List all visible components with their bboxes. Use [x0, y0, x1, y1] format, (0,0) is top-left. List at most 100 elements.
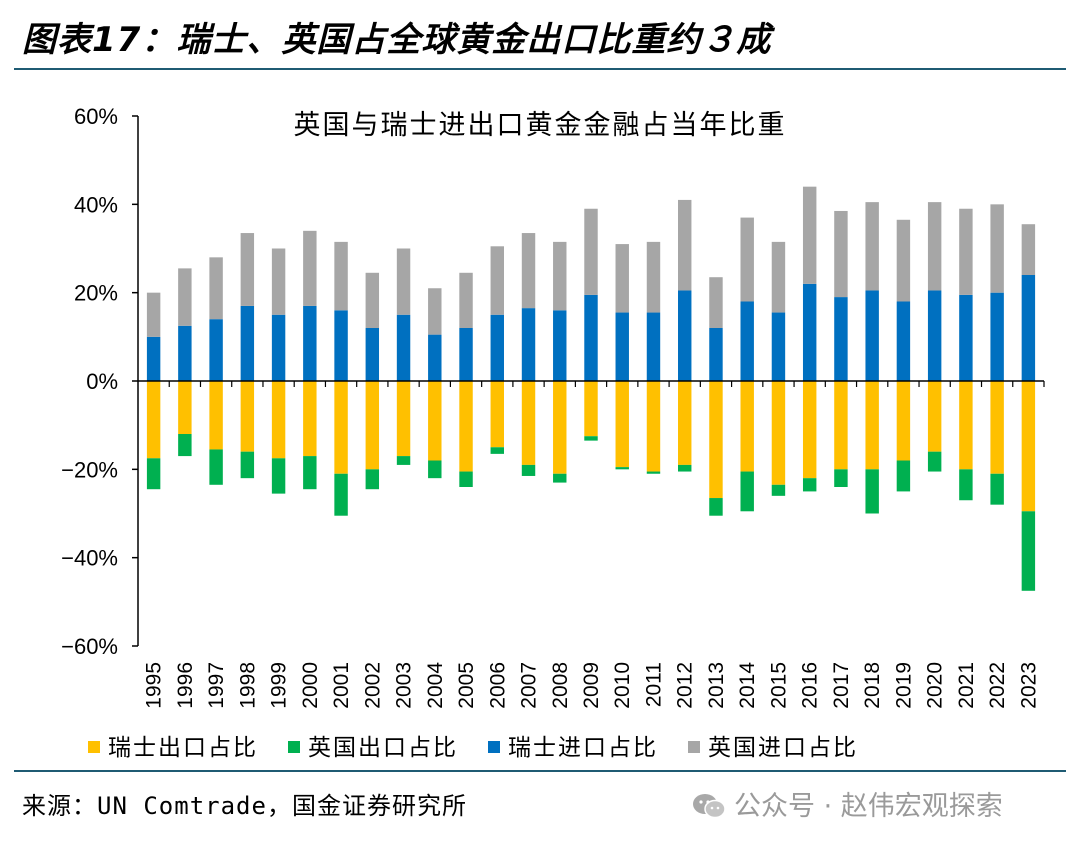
bar-segment-s3: [396, 248, 411, 315]
bar-segment-s0: [896, 381, 911, 461]
legend-label: 英国出口占比: [308, 735, 458, 761]
bar-segment-s2: [271, 314, 286, 381]
bar-segment-s1: [990, 473, 1004, 505]
bar-segment-s0: [490, 381, 504, 448]
bar-segment-s3: [146, 292, 161, 337]
bar-segment-s1: [615, 467, 629, 470]
bar-segment-s3: [990, 204, 1004, 293]
wechat-icon: [693, 794, 726, 819]
y-tick-label: 20%: [74, 281, 118, 306]
bar-segment-s2: [178, 325, 192, 381]
bar-segment-s0: [709, 381, 723, 499]
top-divider: [14, 68, 1066, 70]
bar-segment-s3: [646, 241, 661, 313]
bar-segment-s2: [240, 305, 255, 381]
bar-segment-s3: [178, 268, 192, 326]
bar-segment-s1: [178, 434, 192, 457]
bar-segment-s3: [927, 202, 942, 291]
bar-segment-s1: [459, 471, 473, 487]
bar-segment-s0: [678, 381, 692, 465]
legend-item: 瑞士进口占比: [488, 728, 658, 762]
bar-segment-s1: [553, 473, 567, 483]
x-tick-label: 2002: [361, 662, 384, 709]
bar-segment-s0: [1021, 381, 1036, 512]
bar-segment-s1: [927, 451, 942, 472]
bar-segment-s2: [740, 301, 754, 381]
bar-segment-s2: [553, 310, 567, 381]
bar-segment-s1: [834, 469, 848, 487]
bar-segment-s3: [1021, 224, 1036, 275]
bar-segment-s3: [771, 241, 786, 313]
x-tick-label: 1998: [236, 662, 259, 709]
bar-segment-s2: [678, 290, 692, 381]
bar-segment-s1: [896, 460, 911, 492]
watermark: 公众号 · 赵伟宏观探索: [692, 784, 1003, 823]
bar-segment-s2: [459, 328, 473, 381]
bar-segment-s1: [709, 498, 723, 516]
bar-segment-s0: [521, 381, 536, 465]
bar-segment-s2: [521, 308, 536, 381]
bar-segment-s3: [802, 186, 817, 284]
bar-segment-s0: [459, 381, 473, 472]
bar-segment-s0: [584, 381, 598, 437]
legend-swatch: [488, 741, 500, 753]
bar-segment-s2: [646, 312, 661, 381]
x-tick-label: 2019: [892, 662, 915, 709]
bar-segment-s0: [927, 381, 942, 452]
y-tick-label: −40%: [61, 546, 118, 571]
x-tick-label: 1999: [268, 662, 291, 709]
y-tick-label: 60%: [74, 104, 118, 129]
bar-segment-s1: [521, 464, 536, 476]
source-note: 来源：UN Comtrade，国金证券研究所: [22, 792, 467, 820]
bar-segment-s3: [865, 202, 879, 291]
chart-title: 英国与瑞士进出口黄金金融占当年比重: [294, 110, 787, 141]
bar-segment-s2: [334, 310, 348, 381]
y-tick-label: 40%: [74, 192, 118, 217]
bar-segment-s2: [396, 314, 411, 381]
bar-segment-s1: [490, 447, 504, 454]
x-tick-label: 2020: [924, 662, 947, 709]
x-tick-label: 2012: [674, 662, 697, 709]
legend-label: 英国进口占比: [708, 735, 858, 761]
bar-segment-s0: [646, 381, 661, 472]
bar-segment-s2: [802, 283, 817, 381]
bar-segment-s0: [553, 381, 567, 474]
bar-segment-s2: [365, 328, 380, 381]
bar-segment-s3: [959, 208, 973, 295]
bar-segment-s3: [303, 230, 317, 306]
legend-label: 瑞士出口占比: [108, 735, 258, 761]
x-tick-label: 2017: [830, 662, 853, 709]
legend-label: 瑞士进口占比: [508, 735, 658, 761]
bar-segment-s0: [240, 381, 255, 452]
bar-segment-s0: [209, 381, 223, 450]
bar-segment-s3: [553, 241, 567, 311]
bar-segment-s3: [209, 257, 223, 320]
x-tick-label: 2013: [705, 662, 728, 709]
x-tick-label: 2000: [299, 662, 322, 709]
legend: 瑞士出口占比 英国出口占比 瑞士进口占比 英国进口占比: [88, 728, 888, 762]
legend-item: 英国出口占比: [288, 728, 458, 762]
bar-segment-s1: [365, 469, 380, 490]
bar-segment-s1: [771, 484, 786, 496]
x-tick-label: 2003: [393, 662, 416, 709]
x-tick-label: 2021: [955, 662, 978, 709]
x-tick-label: 2023: [1017, 662, 1040, 709]
y-tick-label: −60%: [61, 634, 118, 659]
bar-segment-s2: [959, 294, 973, 381]
bar-segment-s1: [240, 451, 255, 479]
bar-segment-s0: [740, 381, 754, 472]
legend-item: 英国进口占比: [688, 728, 858, 762]
bar-segment-s3: [334, 241, 348, 311]
bar-segment-s2: [896, 301, 911, 381]
bar-segment-s3: [584, 208, 598, 295]
bar-segment-s1: [303, 456, 317, 490]
bar-segment-s1: [646, 471, 661, 474]
bar-segment-s0: [334, 381, 348, 474]
x-tick-label: 1995: [143, 662, 166, 709]
y-axis: −60% −40% −20% 0% 20% 40% 60%: [61, 104, 139, 659]
bar-segment-s3: [428, 288, 442, 335]
bar-segment-s3: [240, 233, 255, 306]
x-tick-label: 2007: [518, 662, 541, 709]
x-axis: 1995 1996 1997 1998 1999 2000 2001 2002 2003 2004…: [138, 380, 1045, 709]
bar-segment-s0: [834, 381, 848, 470]
